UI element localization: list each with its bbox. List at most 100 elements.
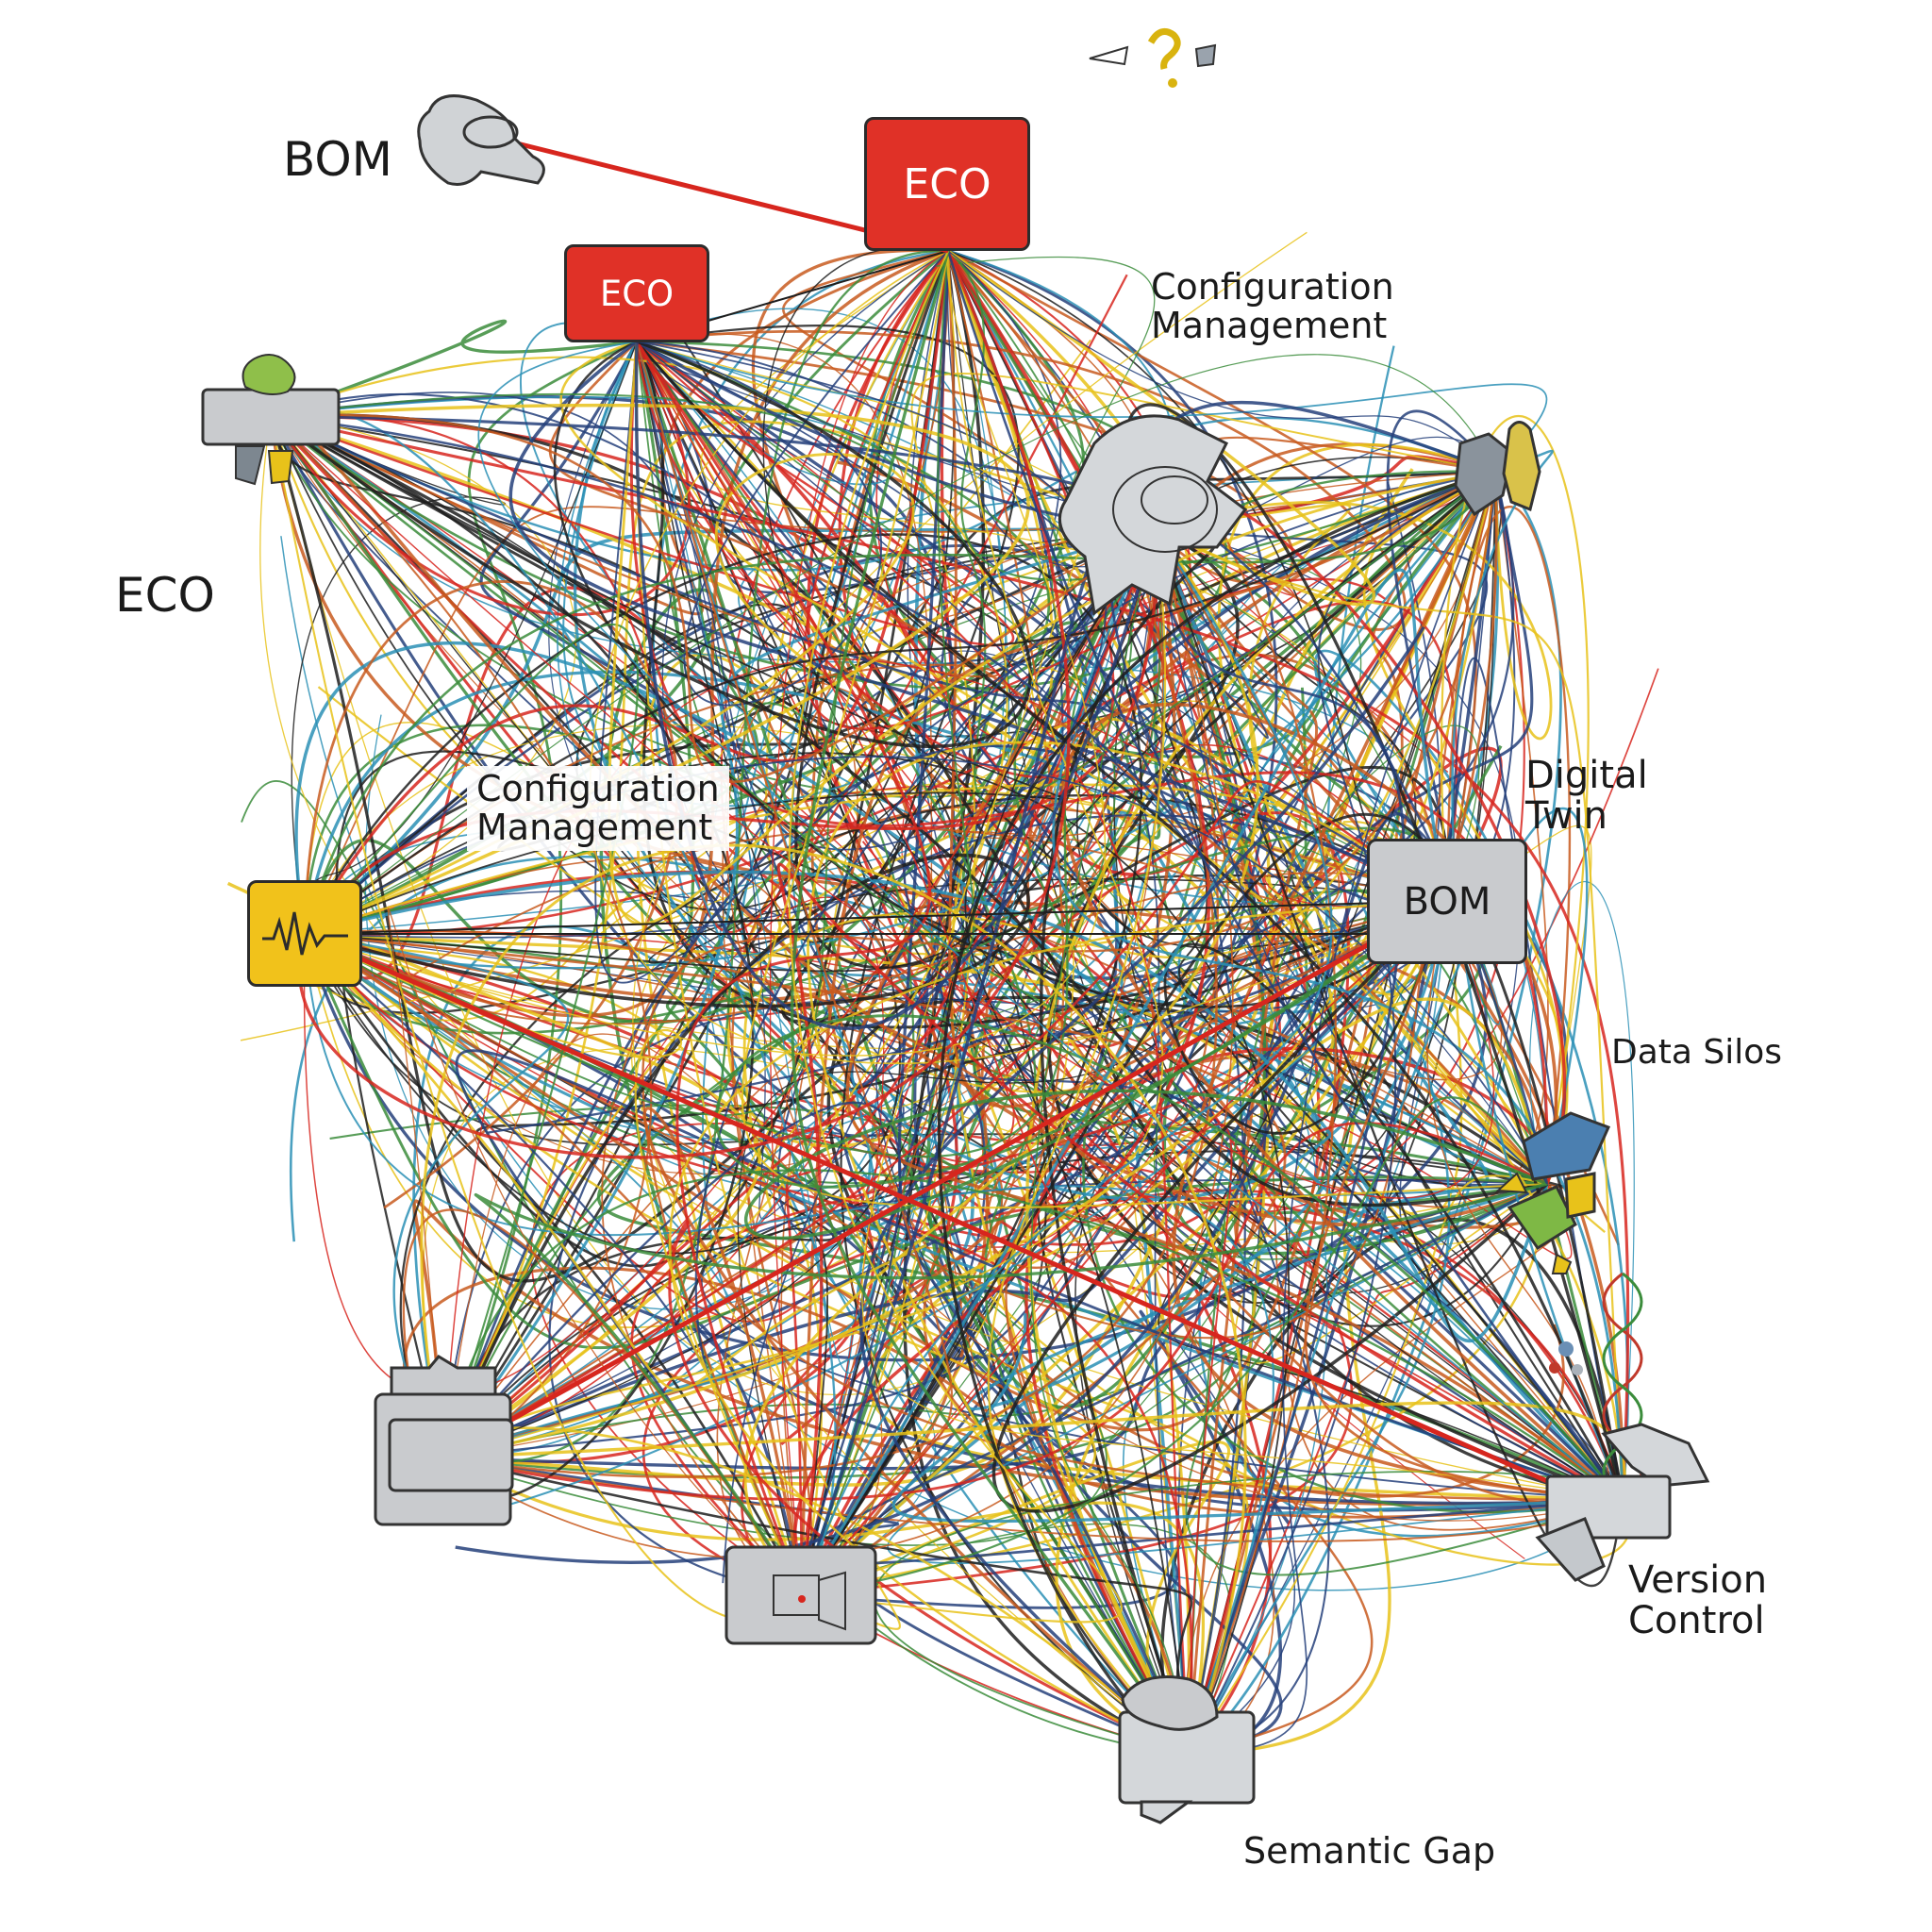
dna-strand-icon <box>1602 1272 1643 1502</box>
connection-line <box>1030 527 1190 1756</box>
connection-line <box>635 341 1374 1757</box>
version-control-icon <box>1535 1423 1710 1582</box>
eco-node-top: ECO <box>864 117 1030 251</box>
connection-line <box>801 868 1448 1595</box>
connection-line <box>1187 436 1496 1756</box>
connection-line <box>304 453 915 936</box>
connection-line <box>947 250 1496 473</box>
label-data-silos: Data Silos <box>1611 1033 1783 1072</box>
connection-line <box>1304 471 1624 1502</box>
connection-line <box>810 250 1565 1498</box>
bom-node-right-label: BOM <box>1403 879 1491 924</box>
connection-line <box>335 750 1548 1458</box>
connection-line <box>441 527 1162 1458</box>
connection-line <box>304 933 1193 1756</box>
connection-line <box>304 621 1078 1458</box>
connection-line <box>946 250 1448 1108</box>
connection-line <box>270 415 999 935</box>
label-digital-twin: Digital Twin <box>1525 754 1648 839</box>
waveform-icon <box>262 911 348 955</box>
connection-line <box>714 899 1624 1501</box>
bubble-icon <box>1572 1364 1583 1375</box>
bubble-icon <box>1549 1362 1560 1374</box>
connection-line <box>762 246 1624 1501</box>
connection-line <box>303 526 1157 936</box>
connection-line <box>785 527 1158 1595</box>
connection-line <box>634 341 1158 1030</box>
connection-line <box>1152 900 1448 1235</box>
connection-line <box>304 932 875 1465</box>
label-config-center: Configuration Management <box>467 766 729 852</box>
connection-line <box>270 341 1015 647</box>
connection-line <box>991 899 1549 1513</box>
connection-line <box>304 857 803 1595</box>
connection-line <box>1313 649 1629 1501</box>
connection-line <box>303 527 1158 935</box>
connection-line <box>1188 471 1496 1756</box>
label-bom-top-left: BOM <box>283 132 392 187</box>
box-icon <box>1118 1675 1256 1824</box>
bubble-icon <box>1558 1341 1574 1357</box>
connection-line <box>304 341 816 935</box>
bom-node-right: BOM <box>1367 839 1527 964</box>
connection-line <box>304 471 1496 939</box>
connection-line <box>304 932 570 1458</box>
connection-line <box>304 900 1448 935</box>
connection-line <box>304 599 1458 937</box>
connection-line <box>800 813 1624 1595</box>
connection-line <box>508 340 1448 903</box>
connection-line <box>442 527 1234 1560</box>
tangle-icon <box>1058 414 1248 616</box>
label-config-top-right: Configuration Management <box>1151 266 1394 347</box>
screen-icon <box>724 1545 877 1645</box>
connection-line <box>1122 900 1448 1756</box>
bom-pipe-icon <box>417 94 545 186</box>
connection-line <box>807 741 1448 1756</box>
connection-line <box>1198 897 1624 1538</box>
connection-line <box>303 580 679 1209</box>
connection-line <box>270 414 1496 572</box>
connection-line <box>304 250 1106 1057</box>
label-semantic-gap: Semantic Gap <box>1243 1830 1496 1872</box>
connection-line <box>442 249 949 1464</box>
connection-line <box>304 354 1496 935</box>
connection-line <box>304 870 1549 1343</box>
plant-icon <box>201 354 341 486</box>
waveform-node <box>247 880 362 987</box>
connection-line <box>861 511 1624 1501</box>
connection-line <box>903 250 1190 1757</box>
connection-line <box>270 319 638 418</box>
connection-line <box>304 853 1030 1458</box>
connection-line <box>304 341 778 996</box>
connection-line <box>800 471 1534 1595</box>
connection-line <box>562 250 1175 808</box>
connection-line <box>1188 471 1496 1756</box>
connection-line <box>304 603 813 1458</box>
connection-line <box>1185 900 1624 1576</box>
connection-line <box>442 1033 1624 1522</box>
connection-line <box>788 250 1124 1624</box>
shard-icon <box>1194 43 1217 68</box>
connection-line <box>304 929 1624 1506</box>
connection-line <box>270 414 1548 1208</box>
connection-line <box>259 415 1624 1501</box>
puzzle-icon <box>1454 421 1541 517</box>
connection-line <box>297 250 1071 1159</box>
connection-line <box>790 250 1191 1756</box>
label-version-control: Version Control <box>1628 1558 1768 1643</box>
connection-line <box>1188 471 1562 1757</box>
connection-line <box>387 908 803 1595</box>
folder-icon <box>374 1355 514 1526</box>
connection-line <box>937 470 1496 1757</box>
connection-line <box>635 341 1496 823</box>
connection-line <box>442 899 1449 1459</box>
connection-line <box>304 933 927 1391</box>
connection-line <box>636 341 1191 1756</box>
connection-line <box>1052 527 1624 1501</box>
eco-node-mid-label: ECO <box>599 273 675 314</box>
connection-line <box>1187 807 1589 1756</box>
connection-line <box>304 341 969 1141</box>
connection-line <box>1188 1183 1548 1756</box>
connection-line <box>304 756 1548 1185</box>
connection-line <box>1154 527 1406 1756</box>
